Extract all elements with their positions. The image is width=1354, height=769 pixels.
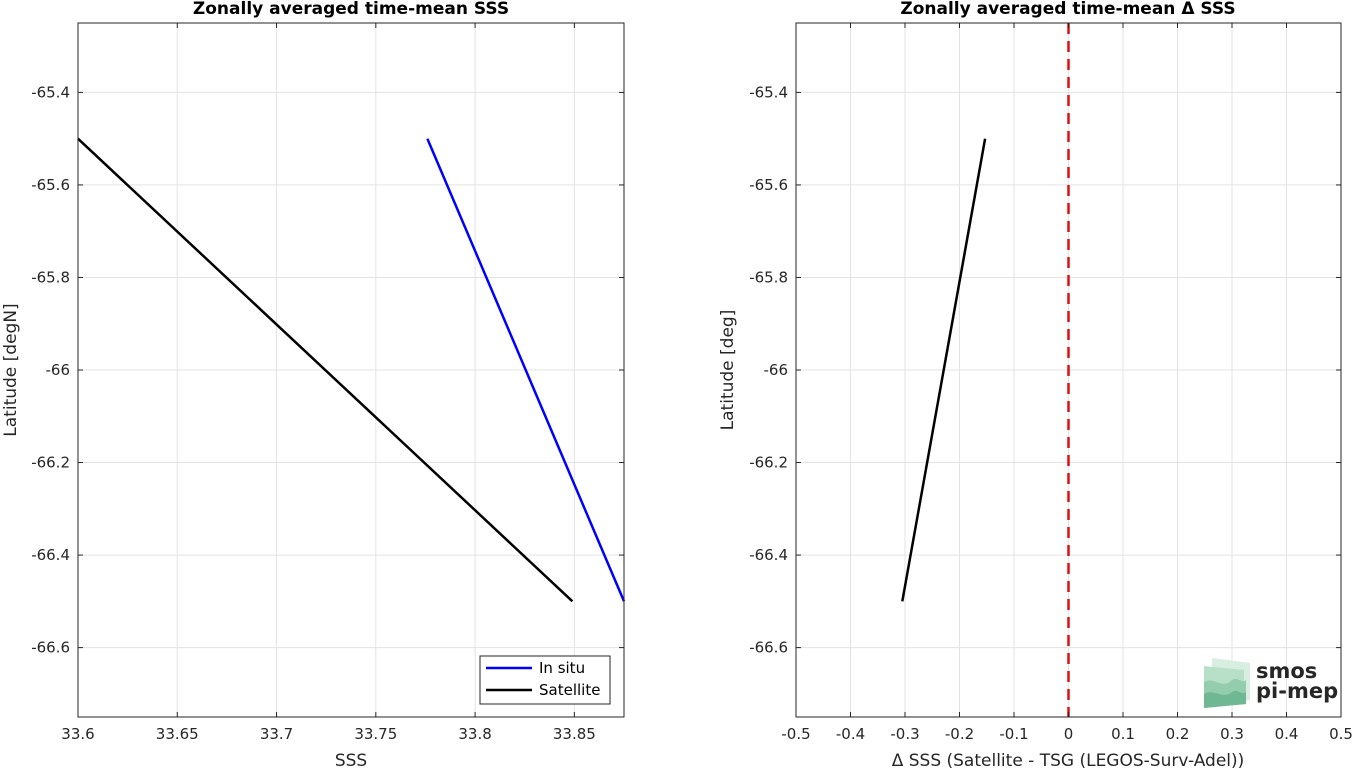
right-plot: Zonally averaged time-mean Δ SSS -0.5 -0.… — [718, 0, 1353, 769]
left-gridlines — [77, 23, 624, 717]
right-x-tick-label: -0.1 — [999, 725, 1028, 743]
left-y-tick-label: -65.8 — [31, 268, 70, 286]
right-y-tick-label: -65.6 — [749, 176, 788, 194]
right-x-tick-label: -0.2 — [945, 725, 974, 743]
right-x-tick-label: 0.2 — [1166, 725, 1190, 743]
left-y-axis-label: Latitude [degN] — [1, 303, 21, 436]
logo-wave-icon — [1204, 658, 1250, 708]
left-x-tick-label: 33.75 — [354, 725, 397, 743]
right-x-tick-label: 0.1 — [1111, 725, 1135, 743]
left-x-tick-label: 33.6 — [61, 725, 94, 743]
right-y-tick-label: -66.6 — [749, 639, 788, 657]
left-series-line-in-situ — [426, 138, 626, 602]
right-y-tick-label: -66.2 — [749, 454, 788, 472]
legend-label-in-situ: In situ — [539, 659, 585, 677]
left-y-tick-label: -65.4 — [31, 83, 70, 101]
right-x-axis-label: Δ SSS (Satellite - TSG (LEGOS-Surv-Adel)… — [892, 751, 1245, 769]
right-series — [901, 138, 987, 602]
right-y-tick-label: -65.8 — [749, 268, 788, 286]
right-x-tick-label: 0.3 — [1220, 725, 1244, 743]
left-series — [77, 137, 626, 603]
smos-pi-mep-logo: smos pi-mep — [1204, 658, 1338, 708]
right-series-line-delta-sss-0 — [901, 138, 987, 602]
left-x-tick-label: 33.7 — [260, 725, 293, 743]
logo-text-smos: smos — [1256, 659, 1317, 683]
right-plot-title: Zonally averaged time-mean Δ SSS — [900, 0, 1235, 19]
left-y-tick-label: -66.2 — [31, 454, 70, 472]
right-x-tick-label: -0.3 — [890, 725, 919, 743]
left-plot: Zonally averaged time-mean SSS 33.6 33.65… — [1, 0, 626, 769]
logo-text-pi-mep: pi-mep — [1256, 679, 1338, 703]
left-y-tick-label: -66 — [46, 361, 71, 379]
right-x-tick-label: -0.5 — [781, 725, 810, 743]
legend: In situ Satellite — [479, 655, 611, 705]
right-y-tick-label: -65.4 — [749, 83, 788, 101]
left-ticks: 33.6 33.65 33.7 33.75 33.8 33.85 -65.4 -65.6 -65… — [31, 23, 624, 743]
left-x-tick-label: 33.8 — [458, 725, 491, 743]
right-x-tick-label: 0 — [1064, 725, 1074, 743]
left-y-tick-label: -66.6 — [31, 639, 70, 657]
left-x-axis-label: SSS — [335, 751, 367, 769]
left-y-tick-label: -65.6 — [31, 176, 70, 194]
right-y-tick-label: -66 — [764, 361, 789, 379]
left-plot-title: Zonally averaged time-mean SSS — [193, 0, 509, 19]
right-x-tick-label: -0.4 — [836, 725, 865, 743]
left-series-line-satellite — [77, 137, 574, 603]
right-y-axis-label: Latitude [deg] — [718, 310, 738, 431]
legend-label-satellite: Satellite — [539, 681, 600, 699]
legend-box — [479, 655, 611, 705]
right-ticks: -0.5 -0.4 -0.3 -0.2 -0.1 0 0.1 0.2 0.3 0.4 0.5 -65.… — [749, 23, 1353, 743]
right-y-tick-label: -66.4 — [749, 546, 788, 564]
right-x-tick-label: 0.4 — [1275, 725, 1299, 743]
right-x-tick-label: 0.5 — [1329, 725, 1353, 743]
left-x-tick-label: 33.65 — [156, 725, 199, 743]
left-y-tick-label: -66.4 — [31, 546, 70, 564]
left-x-tick-label: 33.85 — [553, 725, 596, 743]
